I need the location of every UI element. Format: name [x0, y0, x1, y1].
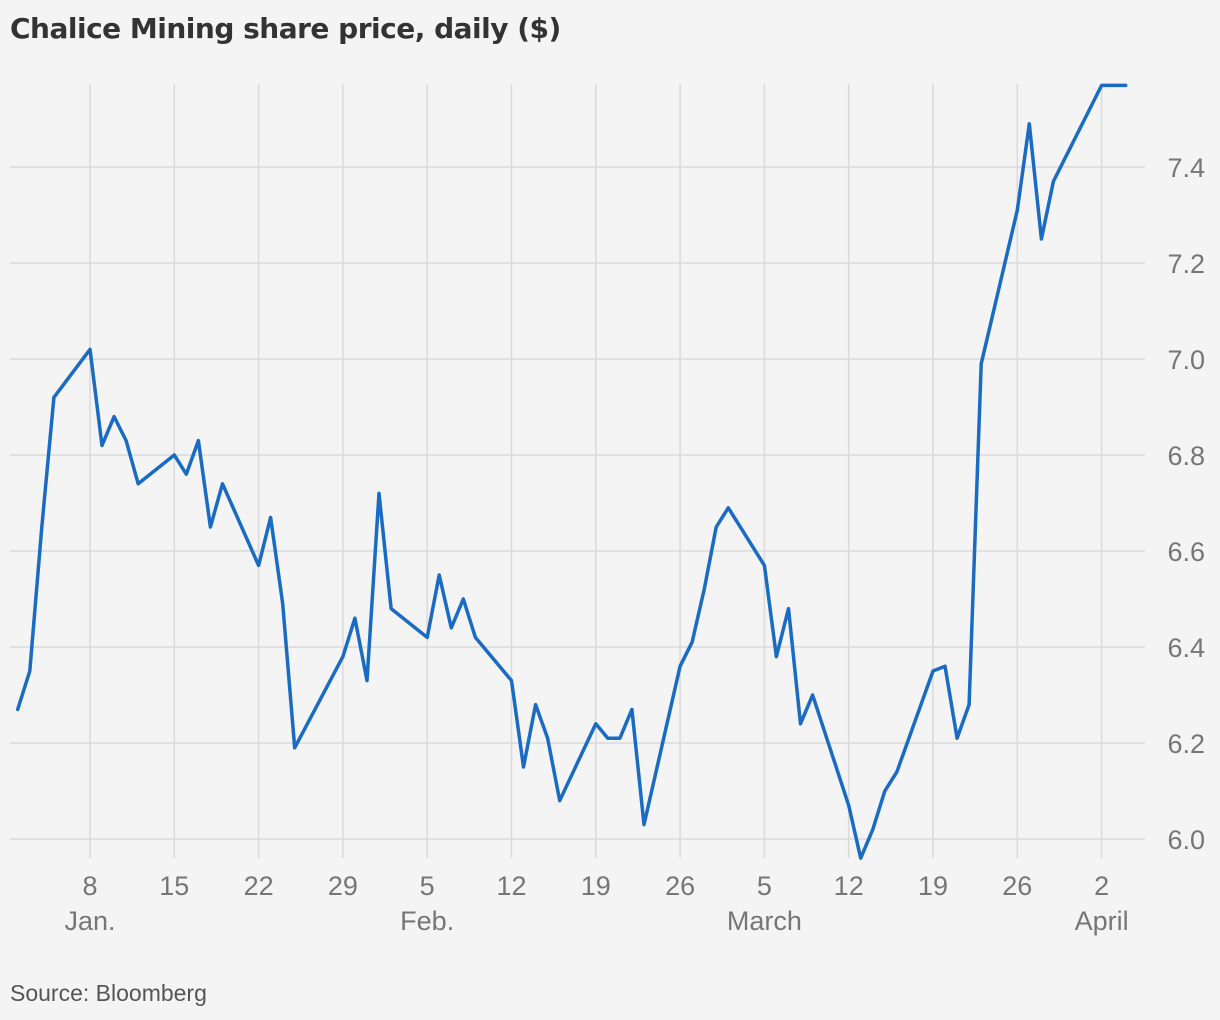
x-tick-label: 19	[918, 871, 948, 901]
series-line	[15, 83, 1128, 860]
x-tick-label: 12	[834, 871, 864, 901]
y-tick-label: 6.8	[1167, 441, 1205, 471]
x-tick-label: 15	[159, 871, 189, 901]
series-layer	[15, 83, 1128, 860]
y-axis-ticks: 6.0 6.2 6.4 6.6 6.8 7.0 7.2 7.4	[1167, 153, 1205, 855]
x-tick-label: 12	[496, 871, 526, 901]
x-month-label: April	[1075, 906, 1129, 936]
x-tick-label: 22	[244, 871, 274, 901]
grid-lines	[10, 84, 1145, 858]
y-tick-label: 7.2	[1167, 249, 1205, 279]
x-tick-label: 5	[420, 871, 435, 901]
y-tick-label: 6.0	[1167, 825, 1205, 855]
source-note: Source: Bloomberg	[10, 980, 207, 1006]
x-tick-label: 26	[1002, 871, 1032, 901]
chart-title: Chalice Mining share price, daily ($)	[10, 12, 561, 45]
y-tick-label: 6.6	[1167, 537, 1205, 567]
x-tick-label: 19	[581, 871, 611, 901]
y-tick-label: 7.0	[1167, 345, 1205, 375]
y-tick-label: 7.4	[1167, 153, 1205, 183]
x-tick-label: 8	[82, 871, 97, 901]
y-tick-label: 6.4	[1167, 633, 1205, 663]
y-tick-label: 6.2	[1167, 729, 1205, 759]
line-chart: 6.0 6.2 6.4 6.6 6.8 7.0 7.2 7.4 8 Jan. 15 22 29 5 Feb…	[10, 83, 1205, 936]
x-tick-label: 26	[665, 871, 695, 901]
x-tick-label: 2	[1094, 871, 1109, 901]
x-month-label: Feb.	[400, 906, 454, 936]
x-tick-label: 5	[757, 871, 772, 901]
x-month-label: March	[727, 906, 802, 936]
x-axis-ticks: 8 Jan. 15 22 29 5 Feb. 12 19 26 5 March 12 19 26 2 April	[64, 871, 1128, 936]
x-month-label: Jan.	[64, 906, 115, 936]
x-tick-label: 29	[328, 871, 358, 901]
